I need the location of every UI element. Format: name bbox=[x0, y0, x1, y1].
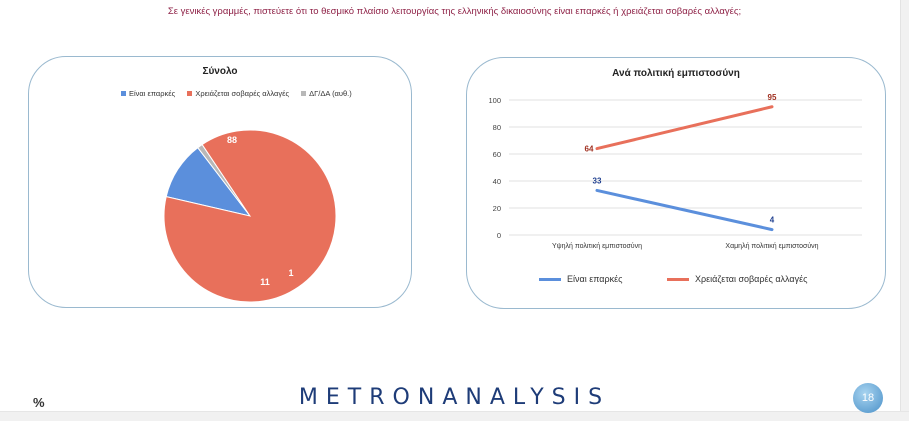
line-chart-panel: Ανά πολιτική εμπιστοσύνη 0 20 40 60 80 100 Υψη… bbox=[466, 57, 886, 309]
legend-swatch-orange bbox=[187, 91, 193, 96]
y-tick-label: 40 bbox=[493, 177, 501, 186]
pie-data-label: 88 bbox=[227, 135, 237, 145]
brand-logo: METRONANALYSIS bbox=[0, 385, 909, 410]
line-chart-title: Ανά πολιτική εμπιστοσύνη bbox=[612, 68, 740, 79]
legend-swatch-blue bbox=[121, 91, 126, 96]
legend-label: Χρειάζεται σοβαρές αλλαγές bbox=[195, 89, 290, 98]
pie-legend-item: ΔΓ/ΔΑ (αυθ.) bbox=[301, 89, 352, 98]
pie-legend-item: Χρειάζεται σοβαρές αλλαγές bbox=[187, 89, 289, 98]
logo-part2: ANALYSIS bbox=[442, 385, 611, 410]
line-data-label: 33 bbox=[593, 176, 602, 185]
pie-chart-title: Σύνολο bbox=[202, 66, 238, 77]
logo-part1: METRON bbox=[298, 385, 443, 410]
line-legend-item-2: Χρειάζεται σοβαρές αλλαγές bbox=[667, 274, 807, 284]
line-data-label: 95 bbox=[768, 93, 777, 102]
survey-question: Σε γενικές γραμμές, πιστεύετε ότι το θεσ… bbox=[167, 6, 742, 17]
window-edge bbox=[900, 0, 909, 421]
pie-legend-item: Είναι επαρκές bbox=[121, 89, 175, 98]
x-tick-label: Χαμηλή πολιτική εμπιστοσύνη bbox=[725, 242, 818, 250]
legend-line-blue bbox=[539, 278, 561, 282]
legend-label: Χρειάζεται σοβαρές αλλαγές bbox=[695, 274, 808, 284]
legend-swatch-gray bbox=[301, 91, 307, 96]
window-bottom-edge bbox=[0, 411, 909, 421]
pie-data-label: 11 bbox=[260, 277, 270, 287]
y-tick-label: 20 bbox=[493, 204, 501, 213]
line-legend-item-1: Είναι επαρκές bbox=[539, 274, 622, 284]
legend-label: ΔΓ/ΔΑ (αυθ.) bbox=[309, 89, 352, 98]
legend-line-orange bbox=[667, 278, 689, 282]
pie-legend: Είναι επαρκές Χρειάζεται σοβαρές αλλαγές… bbox=[121, 89, 362, 98]
y-tick-label: 80 bbox=[493, 123, 501, 132]
line-data-label: 4 bbox=[770, 216, 775, 225]
pie-data-label: 1 bbox=[288, 268, 293, 278]
y-tick-label: 60 bbox=[493, 150, 501, 159]
line-chart: 0 20 40 60 80 100 Υψηλή πολιτική εμπιστοσύνη Χα… bbox=[488, 93, 862, 250]
legend-label: Είναι επαρκές bbox=[129, 89, 176, 98]
x-tick-label: Υψηλή πολιτική εμπιστοσύνη bbox=[552, 242, 642, 250]
series-line bbox=[595, 188, 774, 232]
y-tick-label: 100 bbox=[488, 96, 501, 105]
y-tick-label: 0 bbox=[497, 231, 501, 240]
legend-label: Είναι επαρκές bbox=[567, 274, 623, 284]
unit-label: % bbox=[33, 395, 45, 410]
pie-chart-panel: Σύνολο Είναι επαρκές Χρειάζεται σοβαρές … bbox=[28, 56, 412, 308]
pie-slice bbox=[163, 129, 337, 303]
line-data-label: 64 bbox=[585, 145, 594, 154]
page-number-badge: 18 bbox=[853, 383, 883, 413]
series-line bbox=[595, 105, 774, 151]
